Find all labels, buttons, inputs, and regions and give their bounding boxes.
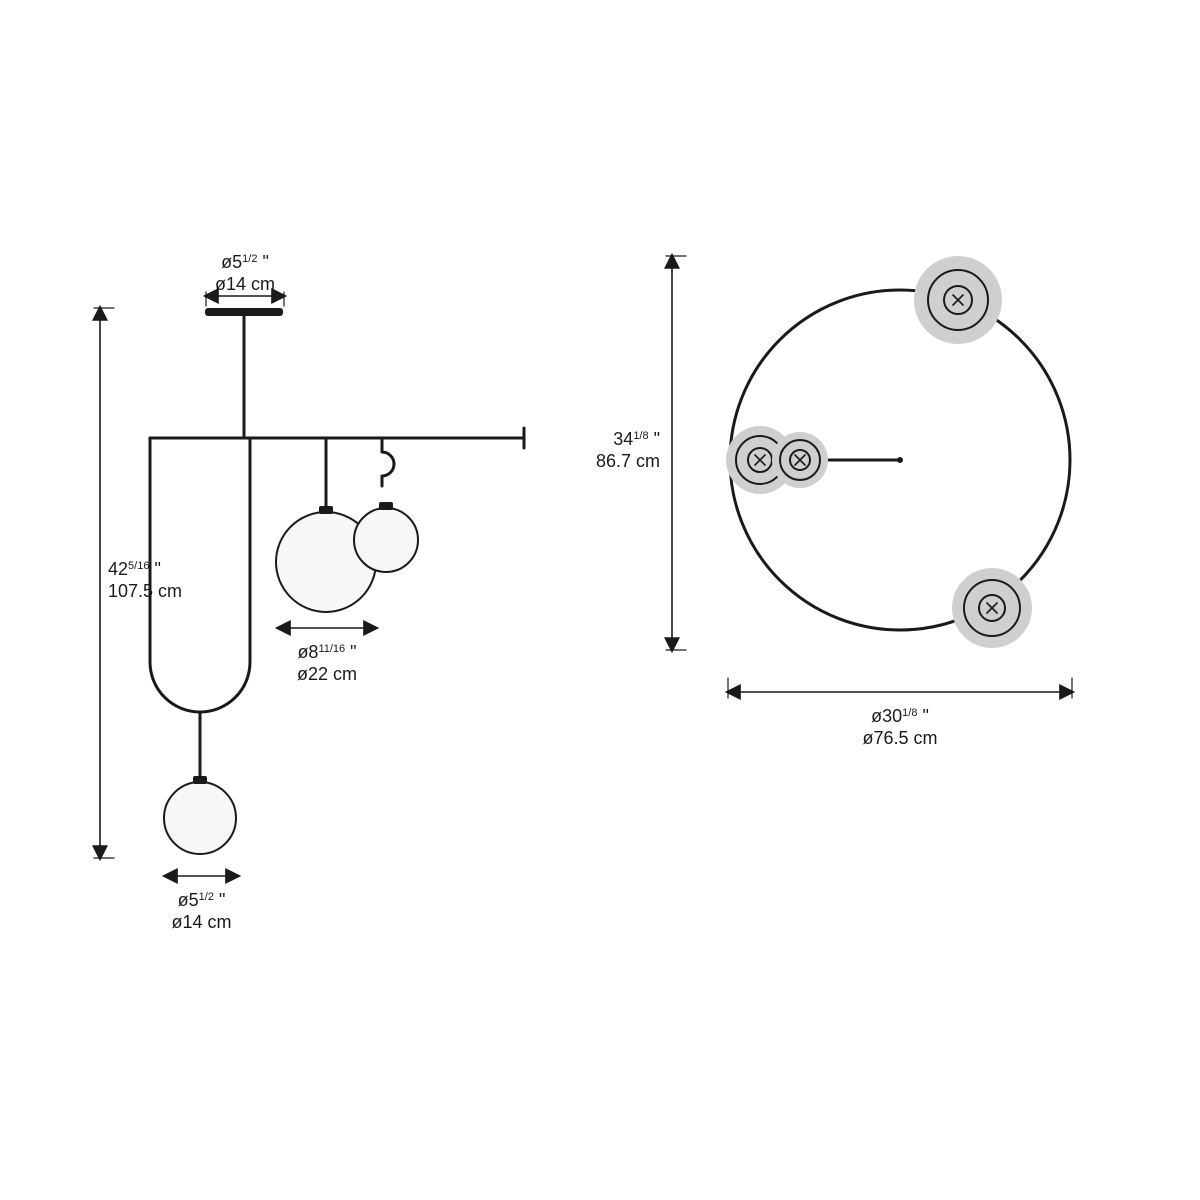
svg-text:ø301/8 ": ø301/8 "	[871, 706, 929, 726]
svg-text:107.5 cm: 107.5 cm	[108, 581, 182, 601]
svg-text:341/8 ": 341/8 "	[613, 429, 660, 449]
svg-text:ø14 cm: ø14 cm	[171, 912, 231, 932]
svg-text:ø76.5 cm: ø76.5 cm	[862, 728, 937, 748]
technical-drawing: ø51/2 "ø14 cm425/16 "107.5 cmø811/16 "ø2…	[0, 0, 1200, 1200]
svg-text:425/16 ": 425/16 "	[108, 559, 161, 579]
plan-view	[726, 256, 1070, 648]
svg-text:ø14 cm: ø14 cm	[215, 274, 275, 294]
dimension-labels: ø51/2 "ø14 cm425/16 "107.5 cmø811/16 "ø2…	[94, 252, 1072, 932]
svg-text:ø51/2 ": ø51/2 "	[221, 252, 269, 272]
side-elevation	[150, 308, 524, 854]
svg-text:ø22 cm: ø22 cm	[297, 664, 357, 684]
svg-text:ø51/2 ": ø51/2 "	[178, 890, 226, 910]
svg-text:ø811/16 ": ø811/16 "	[297, 642, 356, 662]
svg-text:86.7 cm: 86.7 cm	[596, 451, 660, 471]
